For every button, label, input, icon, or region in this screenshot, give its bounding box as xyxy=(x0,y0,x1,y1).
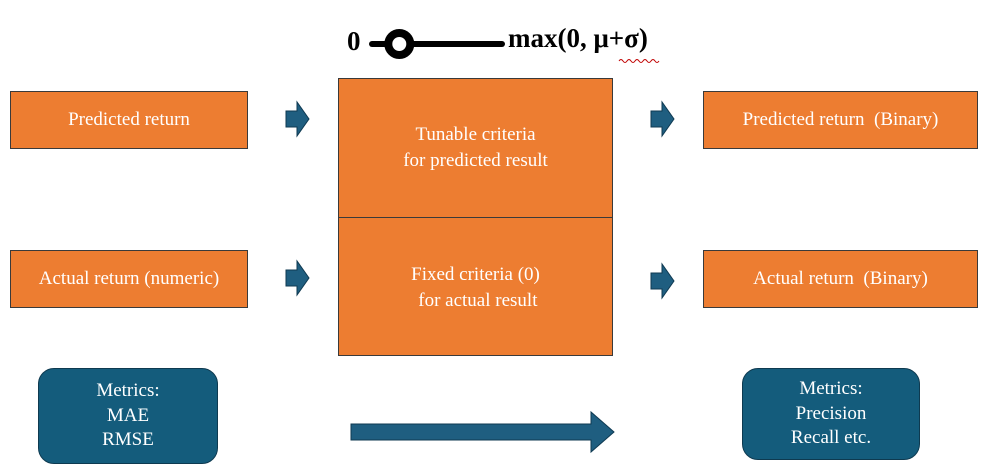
fixed-criteria-text: Fixed criteria (0) for actual result xyxy=(411,263,540,311)
metrics-classification-box: Metrics: Precision Recall etc. xyxy=(742,368,920,460)
predicted-return-box: Predicted return xyxy=(10,91,248,149)
right-arrow-icon xyxy=(650,100,675,138)
metrics-regression-box: Metrics: MAE RMSE xyxy=(38,368,218,464)
criteria-divider xyxy=(339,217,612,218)
tunable-criteria-text: Tunable criteria for predicted result xyxy=(403,124,548,171)
slider-knob-icon[interactable] xyxy=(384,29,415,59)
predicted-binary-box: Predicted return (Binary) xyxy=(703,91,978,149)
spellcheck-underline xyxy=(618,59,660,63)
right-arrow-icon xyxy=(285,259,310,297)
actual-return-box: Actual return (numeric) xyxy=(10,250,248,308)
slider-max-label: max(0, μ+σ) xyxy=(508,23,648,53)
criteria-box: Tunable criteria for predicted result Fi… xyxy=(338,78,613,356)
right-arrow-icon xyxy=(285,100,310,138)
slider-min-label: 0 xyxy=(347,26,361,56)
right-arrow-icon xyxy=(650,262,675,300)
long-right-arrow-icon xyxy=(350,410,615,454)
threshold-slider[interactable] xyxy=(368,24,508,64)
actual-binary-box: Actual return (Binary) xyxy=(703,250,978,308)
